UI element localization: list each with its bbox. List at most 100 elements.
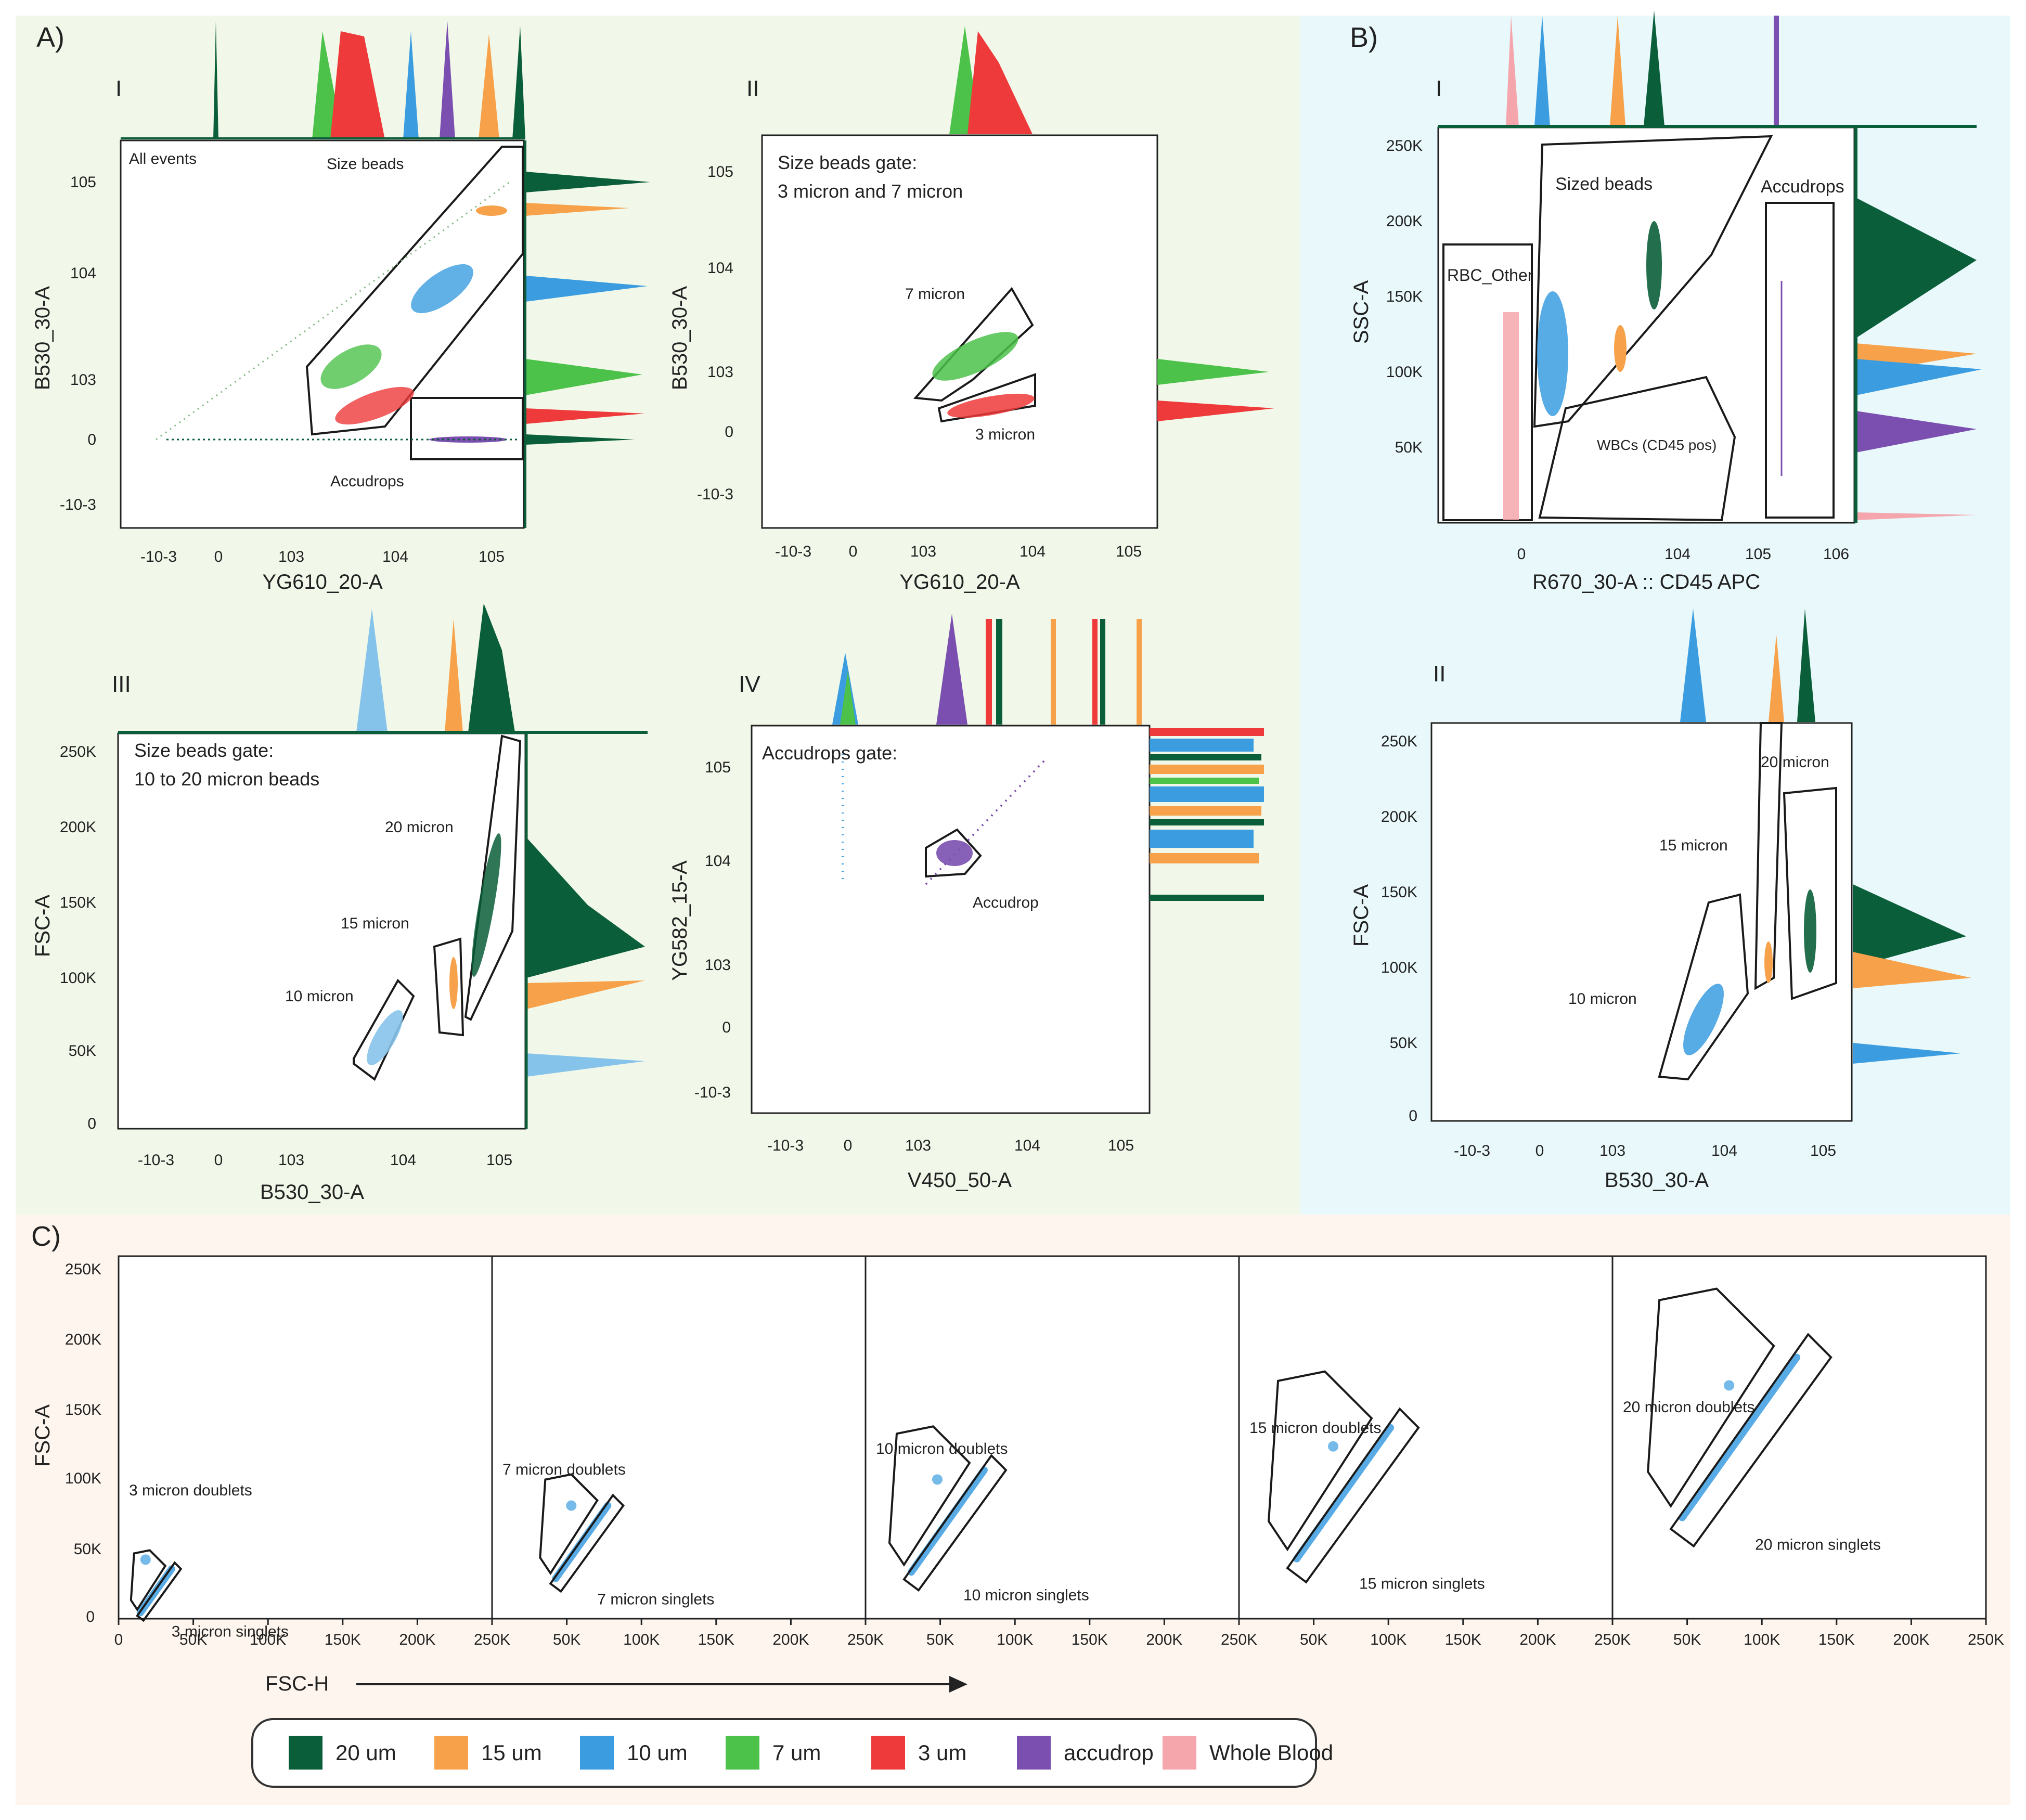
- c-frame: [1238, 1255, 1614, 1620]
- gate-20-micron: [464, 734, 522, 1021]
- c-singlet-population: [1293, 1424, 1395, 1563]
- c-singlets-label: 10 micron singlets: [963, 1586, 1089, 1604]
- legend-items: 20 um 15 um 10 um 7 um 3 um accudrop Whole Blo…: [289, 1736, 1333, 1770]
- c-subplot-1: 3 micron doublets 3 micron singlets 0 50K 10…: [114, 1255, 510, 1648]
- hist-peak-7um: [840, 671, 856, 725]
- rhist-band-15um: [1150, 765, 1264, 774]
- ytick: 0: [725, 423, 733, 441]
- legend: 20 um 15 um 10 um 7 um 3 um accudrop Whole Blo…: [251, 1718, 1333, 1788]
- ylabel-a-ii: B530_30-A: [668, 286, 691, 390]
- rhist-band-15um-b: [1150, 806, 1261, 816]
- c-xtick-label: 100K: [250, 1631, 286, 1648]
- population-10um: [1683, 984, 1724, 1055]
- xtick: 0: [1535, 1142, 1544, 1159]
- ticks-x-a-iii: -10-3 0 103 104 105: [138, 1152, 512, 1169]
- ticks-y-b-ii: 0 50K 100K 150K 200K 250K: [1381, 733, 1417, 1125]
- legend-item-3: 10 um: [580, 1736, 688, 1770]
- rhist-10um: [1856, 359, 1982, 395]
- population-15um: [476, 205, 507, 216]
- gate-rbc-other: [1442, 243, 1533, 521]
- legend-item-4: 7 um: [726, 1736, 821, 1770]
- gate-15-micron: [433, 937, 464, 1037]
- ylabel-a-iv: YG582_15-A: [668, 860, 691, 981]
- hist-15um: [1610, 16, 1625, 126]
- ytick: 103: [705, 957, 731, 974]
- c-singlets-label: 3 micron singlets: [172, 1623, 289, 1640]
- ytick: 100K: [65, 1470, 101, 1487]
- rhist-band-20um: [1150, 754, 1261, 760]
- c-xtick-label: 200K: [1146, 1631, 1182, 1648]
- xtick: 104: [1020, 543, 1046, 560]
- xlabel-a-iii: B530_30-A: [260, 1181, 364, 1204]
- xtick: 105: [1108, 1137, 1134, 1154]
- c-xtick-label: 100K: [997, 1631, 1033, 1648]
- c-singlet-population: [1679, 1353, 1801, 1521]
- plot-b-i: I R670_30-A :: CD45 APC SSC-A RBC_Other …: [1350, 10, 1982, 593]
- annotation-all-events: All events: [129, 150, 197, 167]
- population-20um: [471, 833, 501, 977]
- ticks-y-c: 0 50K 100K 150K 200K 250K: [65, 1261, 101, 1625]
- xtick: -10-3: [775, 543, 811, 560]
- annotation-10-micron: 10 micron: [285, 988, 354, 1005]
- histogram-top-a-iv: [832, 614, 1142, 725]
- xtick: 0: [214, 548, 223, 565]
- legend-swatch: [1163, 1736, 1196, 1770]
- legend-swatch: [726, 1736, 759, 1770]
- hist-bar-20um-b: [1100, 619, 1105, 725]
- ytick: 105: [705, 759, 731, 776]
- ytick: 50K: [1390, 1035, 1417, 1052]
- population-7um: [320, 344, 382, 389]
- c-xtick-label: 100K: [1370, 1631, 1406, 1648]
- ytick: 50K: [69, 1042, 96, 1060]
- ytick: 150K: [1381, 884, 1417, 901]
- xtick: 105: [1810, 1142, 1836, 1159]
- rhist-whole-blood: [1856, 512, 1977, 520]
- annotation-accudrops: Accudrops: [1761, 177, 1844, 197]
- ytick: 200K: [1386, 213, 1423, 230]
- roman-a-ii: II: [746, 76, 759, 101]
- c-xtick-label: 200K: [399, 1631, 435, 1648]
- c-singlets-label: 15 micron singlets: [1359, 1576, 1485, 1593]
- legend-label: Whole Blood: [1209, 1740, 1333, 1765]
- roman-b-i: I: [1436, 76, 1442, 101]
- gate-accudrops-b-i: [1765, 202, 1835, 519]
- gate-size-beads-a-i: [305, 146, 524, 436]
- ytick: 105: [707, 163, 733, 180]
- histogram-top-a-i: [121, 21, 525, 139]
- xtick: 104: [382, 548, 408, 565]
- rhist-7um: [1157, 359, 1269, 385]
- hist-peak-20um: [203, 21, 218, 139]
- rhist-20um: [525, 172, 650, 192]
- fsc-h-arrow-head: [949, 1676, 967, 1693]
- frame-b-ii: [1430, 722, 1853, 1122]
- rhist-15um: [526, 980, 645, 1009]
- c-xtick-label: 100K: [623, 1631, 660, 1648]
- c-xtick-label: 200K: [772, 1631, 809, 1648]
- c-xtick-label: 0: [114, 1631, 123, 1648]
- xtick: 105: [479, 548, 505, 565]
- ylabel-a-iii: FSC-A: [31, 895, 54, 957]
- population-accudrop: [936, 840, 973, 866]
- ytick: 0: [87, 431, 96, 448]
- annotation-gate-subtitle: 3 micron and 7 micron: [778, 180, 963, 202]
- annotation-20-micron: 20 micron: [1761, 754, 1829, 771]
- gate-wbcs: [1538, 376, 1736, 522]
- rhist-band-10um-b: [1150, 786, 1264, 802]
- rhist-band-15um-c: [1150, 853, 1259, 863]
- ytick: 104: [705, 853, 731, 870]
- rhist-10um: [525, 276, 648, 302]
- xtick: -10-3: [140, 548, 177, 565]
- ticks-x-a-i: -10-3 0 103 104 105: [140, 548, 505, 565]
- annotation-gate-subtitle: 10 to 20 micron beads: [134, 768, 319, 790]
- xlabel-a-ii: YG610_20-A: [899, 571, 1020, 593]
- rhist-20um: [1856, 198, 1977, 338]
- ytick: -10-3: [694, 1084, 731, 1101]
- rhist-20um: [1853, 884, 1966, 967]
- frame-a-i: [120, 139, 525, 529]
- rhist-band-20um-c: [1150, 895, 1264, 901]
- c-xtick-label: 200K: [1893, 1631, 1929, 1648]
- legend-label: 7 um: [772, 1740, 821, 1765]
- ticks-x-b-i: 0 104 105 106: [1517, 546, 1849, 563]
